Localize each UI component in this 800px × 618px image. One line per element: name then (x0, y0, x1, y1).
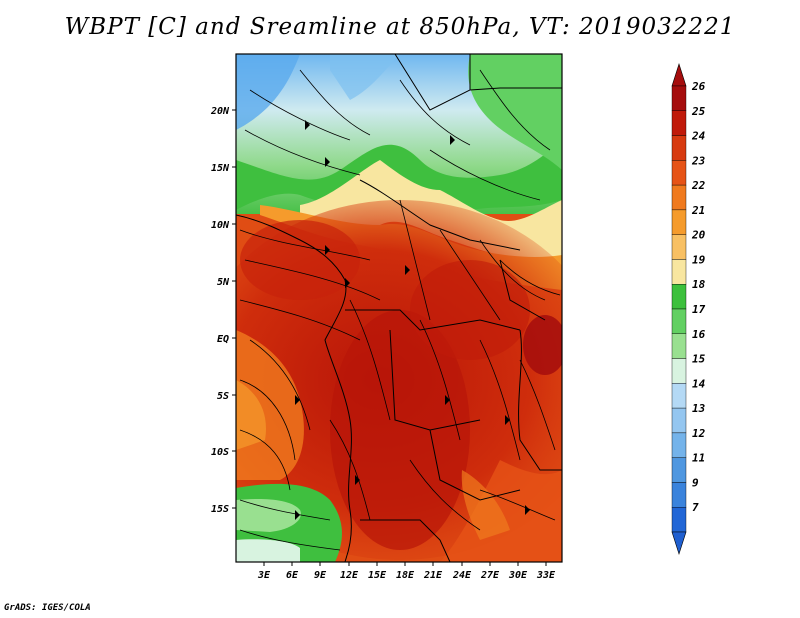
lat-label: 10S (211, 447, 229, 458)
colorbar-swatch (671, 284, 687, 310)
colorbar-swatch (671, 259, 687, 285)
colorbar-label: 15 (692, 353, 706, 366)
colorbar-swatch (671, 234, 687, 260)
colorbar-label: 26 (691, 80, 706, 93)
colorbar-label: 11 (692, 452, 705, 465)
lat-label: 5S (217, 391, 229, 402)
colorbar-label: 19 (692, 253, 706, 266)
colorbar-swatch (671, 85, 687, 111)
lon-label: 18E (396, 570, 415, 581)
colorbar-top-arrow (671, 63, 687, 87)
colorbar-label: 25 (691, 105, 706, 118)
colorbar-swatch (671, 184, 687, 211)
colorbar-label: 9 (692, 476, 699, 489)
colorbar-label: 20 (691, 229, 706, 242)
lat-label: 15N (211, 163, 230, 174)
lon-label: 33E (536, 570, 556, 581)
colorbar-swatch (671, 482, 687, 508)
colorbar-label: 14 (692, 377, 706, 390)
colorbar-swatch (671, 383, 687, 409)
colorbar: 26 25 24 23 22 21 20 19 18 17 16 15 14 13 12 11 9 7 (671, 63, 706, 555)
streamlines (239, 69, 561, 551)
colorbar-label: 16 (692, 328, 706, 341)
colorbar-swatch (671, 358, 687, 384)
colorbar-label: 18 (692, 278, 706, 291)
colorbar-label: 22 (691, 179, 706, 192)
lat-label: EQ (217, 334, 229, 345)
colorbar-label: 21 (691, 204, 705, 217)
lon-label: 12E (340, 570, 359, 581)
colorbar-label: 24 (691, 130, 706, 143)
colorbar-swatch (671, 135, 687, 161)
colorbar-swatch (671, 160, 687, 186)
lon-label: 15E (368, 570, 387, 581)
map-title: WBPT [C] and Sreamline at 850hPa, VT: 20… (64, 14, 736, 40)
lat-label: 15S (211, 504, 229, 515)
colorbar-label: 7 (692, 501, 699, 514)
streamline-arrows (295, 120, 530, 520)
lat-label: 20N (210, 106, 230, 117)
colorbar-label: 17 (692, 303, 706, 316)
colorbar-label: 13 (692, 402, 706, 415)
lon-label: 3E (257, 570, 271, 581)
lon-label: 6E (286, 570, 299, 581)
lat-label: 10N (211, 220, 230, 231)
colorbar-label: 23 (691, 154, 706, 167)
colorbar-label: 12 (692, 427, 706, 440)
colorbar-swatch (671, 333, 687, 359)
grads-credit: GrADS: IGES/COLA (4, 603, 91, 613)
latitude-axis: 20N 15N 10N 5N EQ 5S 10S 15S (210, 106, 236, 515)
lon-label: 21E (423, 570, 443, 581)
lon-label: 27E (480, 570, 500, 581)
colorbar-swatch (671, 110, 687, 136)
map-frame (235, 53, 563, 563)
colorbar-swatch (671, 407, 687, 434)
wbpt-field (236, 54, 562, 562)
country-borders (236, 54, 562, 562)
colorbar-bottom-arrow (671, 531, 687, 555)
colorbar-swatch (671, 507, 687, 533)
colorbar-swatch (671, 308, 687, 334)
lon-label: 24E (452, 570, 472, 581)
colorbar-swatch (671, 457, 687, 483)
lon-label: 9E (314, 570, 327, 581)
colorbar-swatch (671, 432, 687, 458)
longitude-axis: 3E 6E 9E 12E 15E 18E 21E 24E 27E 30E 33E (257, 562, 556, 581)
lat-label: 5N (217, 277, 230, 288)
lon-label: 30E (508, 570, 528, 581)
colorbar-swatch (671, 209, 687, 235)
